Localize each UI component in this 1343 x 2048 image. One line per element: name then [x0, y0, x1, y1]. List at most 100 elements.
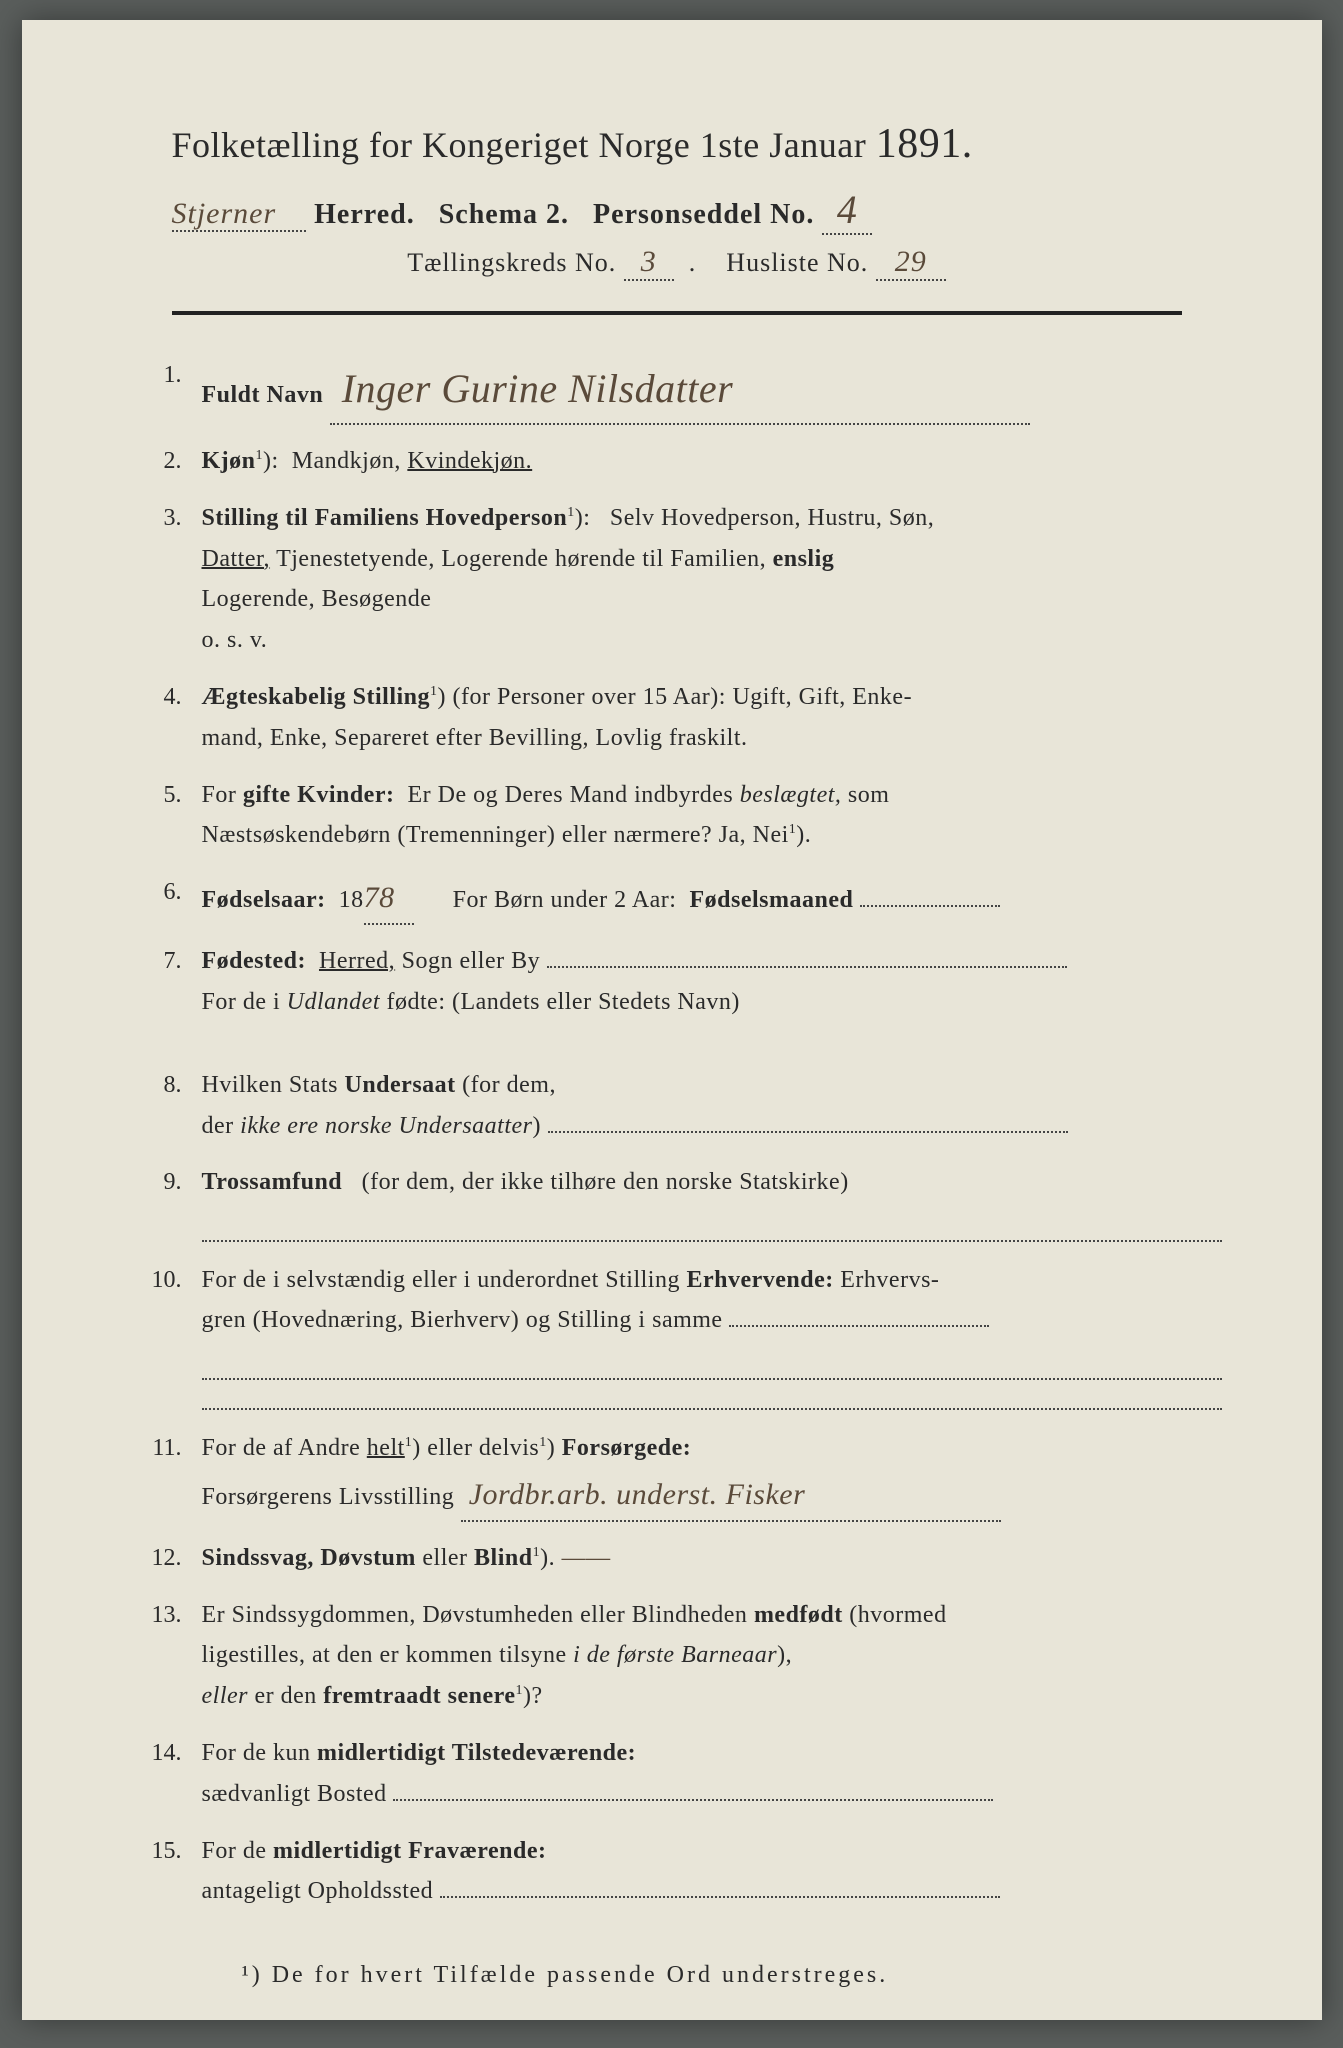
r14-bold: midlertidigt Tilstedeværende:	[317, 1740, 636, 1766]
row-2-gender: 2. Kjøn1): Mandkjøn, Kvindekjøn.	[132, 441, 1222, 482]
r15-t1: For de	[202, 1838, 267, 1864]
r15-l2: antageligt Opholdssted	[202, 1878, 434, 1904]
r9-text: (for dem, der ikke tilhøre den norske St…	[362, 1169, 849, 1195]
marital-line2: mand, Enke, Separeret efter Bevilling, L…	[202, 725, 748, 751]
row-num: 3.	[132, 498, 202, 539]
r8-l2b: ikke ere norske Undersaatter	[240, 1113, 532, 1139]
r5-text2: som	[848, 782, 890, 808]
r7-selected: Herred,	[319, 948, 395, 974]
relation-options-1: Selv Hovedperson, Hustru, Søn,	[610, 505, 934, 531]
relation-enslig: enslig	[773, 546, 835, 572]
r5-italic: beslægtet,	[740, 782, 842, 808]
census-form-page: Folketælling for Kongeriget Norge 1ste J…	[22, 20, 1322, 2020]
marital-paren: (for Personer over 15 Aar):	[453, 684, 726, 710]
r7-l2b: Udlandet	[287, 989, 380, 1015]
label-aegteskab: Ægteskabelig Stilling	[202, 684, 431, 710]
gender-female-selected: Kvindekjøn.	[407, 448, 532, 474]
r13-t2: (hvormed	[849, 1602, 946, 1628]
r15-blank	[440, 1872, 1000, 1898]
row-num: 9.	[132, 1162, 202, 1203]
row-1-name: 1. Fuldt Navn Inger Gurine Nilsdatter	[132, 355, 1222, 425]
herred-handwritten: Stjerner	[172, 197, 307, 232]
r6-blank	[860, 881, 1000, 907]
r10-blank-line1	[202, 1357, 1222, 1379]
row-num: 8.	[132, 1065, 202, 1106]
r9-label: Trossamfund	[202, 1169, 343, 1195]
name-value: Inger Gurine Nilsdatter	[330, 355, 1030, 425]
row-13-medfodt: 13. Er Sindssygdommen, Døvstumheden elle…	[132, 1595, 1222, 1717]
r6-prefix: 18	[339, 887, 364, 913]
row-12-disability: 12. Sindssvag, Døvstum eller Blind1). ——	[132, 1538, 1222, 1579]
r6-text2: For Børn under 2 Aar:	[453, 887, 677, 913]
label-kjon: Kjøn	[202, 448, 256, 474]
row-num: 13.	[132, 1595, 202, 1636]
row-10-erhverv: 10. For de i selvstændig eller i underor…	[132, 1260, 1222, 1342]
page-title: Folketælling for Kongeriget Norge 1ste J…	[172, 120, 1222, 168]
r6-label: Fødselsaar:	[202, 887, 326, 913]
row-15-temp-absent: 15. For de midlertidigt Fraværende: anta…	[132, 1831, 1222, 1913]
relation-options-3: Logerende, Besøgende	[202, 586, 432, 612]
r14-l2: sædvanligt Bosted	[202, 1781, 387, 1807]
r7-label: Fødested:	[202, 948, 306, 974]
row-num: 12.	[132, 1538, 202, 1579]
title-year: 1891.	[876, 121, 973, 167]
r13-l3a: eller	[202, 1683, 248, 1709]
row-5-related: 5. For gifte Kvinder: Er De og Deres Man…	[132, 775, 1222, 857]
row-num: 4.	[132, 677, 202, 718]
relation-selected: Datter,	[202, 546, 271, 572]
r10-t1: For de i selvstændig eller i underordnet…	[202, 1267, 680, 1293]
r8-t2: (for dem,	[462, 1072, 556, 1098]
row-3-relation: 3. Stilling til Familiens Hovedperson1):…	[132, 498, 1222, 661]
row-num: 1.	[132, 355, 202, 396]
subheader-line2: Tællingskreds No. 3 . Husliste No. 29	[132, 245, 1222, 281]
r13-bold: medfødt	[754, 1602, 843, 1628]
r12-text: eller	[422, 1545, 467, 1571]
label-stilling: Stilling til Familiens Hovedperson	[202, 505, 568, 531]
row-11-forsorgede: 11. For de af Andre helt1) eller delvis1…	[132, 1428, 1222, 1522]
row-6-birthyear: 6. Fødselsaar: 1878 For Børn under 2 Aar…	[132, 872, 1222, 925]
schema-label: Schema 2.	[439, 199, 569, 230]
r5-lead: For	[202, 782, 237, 808]
r13-l3b: er den	[254, 1683, 316, 1709]
r5-line2: Næstsøskendebørn (Tremenninger) eller næ…	[202, 822, 789, 848]
husliste-no: 29	[876, 245, 946, 281]
relation-options-4: o. s. v.	[202, 627, 268, 653]
r13-l2a: ligestilles, at den er kommen tilsyne	[202, 1642, 567, 1668]
relation-options-2: Tjenestetyende, Logerende hørende til Fa…	[276, 546, 766, 572]
r7-rest: Sogn eller By	[402, 948, 541, 974]
r10-bold: Erhvervende:	[686, 1267, 833, 1293]
husliste-label: Husliste No.	[726, 248, 868, 277]
taellingskreds-label: Tællingskreds No.	[407, 248, 616, 277]
herred-label: Herred.	[314, 199, 415, 230]
r15-bold: midlertidigt Fraværende:	[273, 1838, 547, 1864]
r13-l3c: fremtraadt senere	[323, 1683, 515, 1709]
r8-l2a: der	[202, 1113, 234, 1139]
r11-t1: For de af Andre	[202, 1435, 361, 1461]
row-num: 5.	[132, 775, 202, 816]
row-num: 10.	[132, 1260, 202, 1301]
row-4-marital: 4. Ægteskabelig Stilling1) (for Personer…	[132, 677, 1222, 759]
row-7-birthplace: 7. Fødested: Herred, Sogn eller By For d…	[132, 941, 1222, 1023]
r6-year: 78	[364, 872, 414, 925]
r5-text1: Er De og Deres Mand indbyrdes	[407, 782, 733, 808]
title-prefix: Folketælling for Kongeriget Norge 1ste J…	[172, 125, 867, 165]
r7-blank	[547, 942, 1067, 968]
r6-label2: Fødselsmaaned	[689, 887, 853, 913]
r11-bold: Forsørgede:	[562, 1435, 691, 1461]
personseddel-no: 4	[822, 186, 872, 235]
r8-bold: Undersaat	[345, 1072, 456, 1098]
r11-helt: helt	[367, 1435, 405, 1461]
row-num: 6.	[132, 872, 202, 913]
row-8-undersaat: 8. Hvilken Stats Undersaat (for dem, der…	[132, 1065, 1222, 1147]
r11-t2: eller delvis	[427, 1435, 539, 1461]
row-num: 15.	[132, 1831, 202, 1872]
personseddel-label: Personseddel No.	[593, 199, 814, 230]
r11-value: Jordbr.arb. underst. Fisker	[461, 1469, 1001, 1522]
r7-l2c: fødte: (Landets eller Stedets Navn)	[387, 989, 740, 1015]
r10-blank1	[729, 1301, 989, 1327]
r11-l2label: Forsørgerens Livsstilling	[202, 1484, 455, 1510]
r12-bold2: Blind	[474, 1545, 533, 1571]
r10-l2: gren (Hovednæring, Bierhverv) og Stillin…	[202, 1307, 723, 1333]
r10-blank-line2	[202, 1388, 1222, 1410]
footnote: ¹) De for hvert Tilfælde passende Ord un…	[242, 1962, 1222, 1989]
